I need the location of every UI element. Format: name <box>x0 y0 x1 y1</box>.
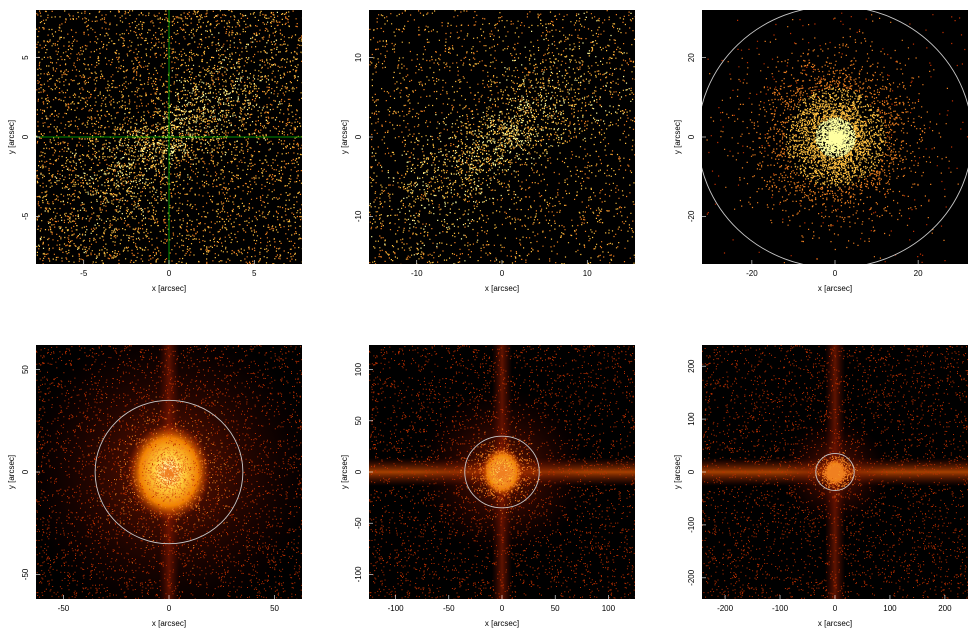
y-tick-label: 0 <box>687 134 696 139</box>
x-axis-label: x [arcsec] <box>152 284 186 293</box>
y-axis-label: y [arcsec] <box>7 120 16 154</box>
x-tick-label: -10 <box>411 269 423 278</box>
panel: -20 0 20 -20 0 20 x [arcsec] y [arcsec] <box>673 10 968 293</box>
y-tick-label: -100 <box>354 566 363 583</box>
y-tick-label: -5 <box>21 212 30 220</box>
panel: -50 0 50 -50 0 50 x [arcsec] y [arcsec] <box>7 345 302 628</box>
x-tick-label: 0 <box>500 604 505 613</box>
x-axis-label: x [arcsec] <box>485 619 519 628</box>
y-tick-label: 20 <box>687 53 696 62</box>
region-circle <box>464 435 540 509</box>
x-tick-label: 100 <box>883 604 897 613</box>
photons <box>808 441 861 502</box>
y-axis-label: y [arcsec] <box>340 455 349 489</box>
y-tick-label: 100 <box>687 412 696 426</box>
x-tick-label: 0 <box>167 269 172 278</box>
x-tick-label: 200 <box>938 604 952 613</box>
y-tick-label: 0 <box>21 134 30 139</box>
x-tick-label: 50 <box>551 604 560 613</box>
x-axis-label: x [arcsec] <box>818 284 852 293</box>
x-tick-label: -50 <box>58 604 70 613</box>
y-tick-label: -100 <box>687 516 696 533</box>
y-tick-label: -10 <box>354 210 363 222</box>
y-tick-label: 50 <box>21 365 30 374</box>
y-tick-label: 50 <box>354 416 363 425</box>
y-tick-label: -200 <box>687 569 696 586</box>
x-tick-label: -100 <box>388 604 405 613</box>
y-axis-label: y [arcsec] <box>673 455 682 489</box>
x-tick-label: 0 <box>833 604 838 613</box>
x-tick-label: -100 <box>772 604 789 613</box>
x-tick-label: -5 <box>80 269 88 278</box>
y-tick-label: 0 <box>687 469 696 474</box>
y-tick-label: 10 <box>354 53 363 62</box>
x-axis-label: x [arcsec] <box>485 284 519 293</box>
x-tick-label: 50 <box>270 604 279 613</box>
x-axis-label: x [arcsec] <box>818 619 852 628</box>
y-tick-label: -50 <box>354 517 363 529</box>
x-axis-label: x [arcsec] <box>152 619 186 628</box>
x-tick-label: 0 <box>500 269 505 278</box>
y-tick-label: 100 <box>354 362 363 376</box>
panel: -100 -50 0 50 100 -100 -50 0 50 100 x [arcsec] y [a… <box>340 345 635 628</box>
image <box>702 345 968 599</box>
photons <box>369 10 635 264</box>
photons <box>785 87 887 188</box>
x-tick-label: -200 <box>717 604 734 613</box>
x-tick-label: 0 <box>167 604 172 613</box>
panel: -10 0 10 -10 0 10 x [arcsec] y [arcsec] <box>340 10 635 293</box>
photons <box>815 117 857 158</box>
y-tick-label: -50 <box>21 568 30 580</box>
y-tick-label: 0 <box>354 134 363 139</box>
x-tick-label: 0 <box>833 269 838 278</box>
x-tick-label: 100 <box>602 604 616 613</box>
y-tick-label: 5 <box>21 55 30 60</box>
image <box>36 345 302 599</box>
image <box>369 10 635 264</box>
image <box>36 10 302 264</box>
panel: -200 -100 0 100 200 -200 -100 0 100 200 x [arcsec]… <box>673 345 968 628</box>
y-axis-label: y [arcsec] <box>7 455 16 489</box>
y-tick-label: -20 <box>687 210 696 222</box>
y-axis-label: y [arcsec] <box>340 120 349 154</box>
x-tick-label: -20 <box>746 269 758 278</box>
image-background <box>369 10 635 264</box>
region-circle <box>94 399 244 545</box>
x-tick-label: 20 <box>914 269 923 278</box>
panel: -5 0 5 -5 0 5 x [arcsec] y [arcsec] <box>7 10 302 293</box>
image <box>369 345 635 599</box>
x-tick-label: 5 <box>252 269 257 278</box>
x-tick-label: -50 <box>443 604 455 613</box>
y-axis-label: y [arcsec] <box>673 120 682 154</box>
region-circle <box>815 453 855 491</box>
y-tick-label: 200 <box>687 359 696 373</box>
y-tick-label: 0 <box>21 469 30 474</box>
x-tick-label: 10 <box>583 269 592 278</box>
y-tick-label: 0 <box>354 469 363 474</box>
image <box>702 10 968 264</box>
